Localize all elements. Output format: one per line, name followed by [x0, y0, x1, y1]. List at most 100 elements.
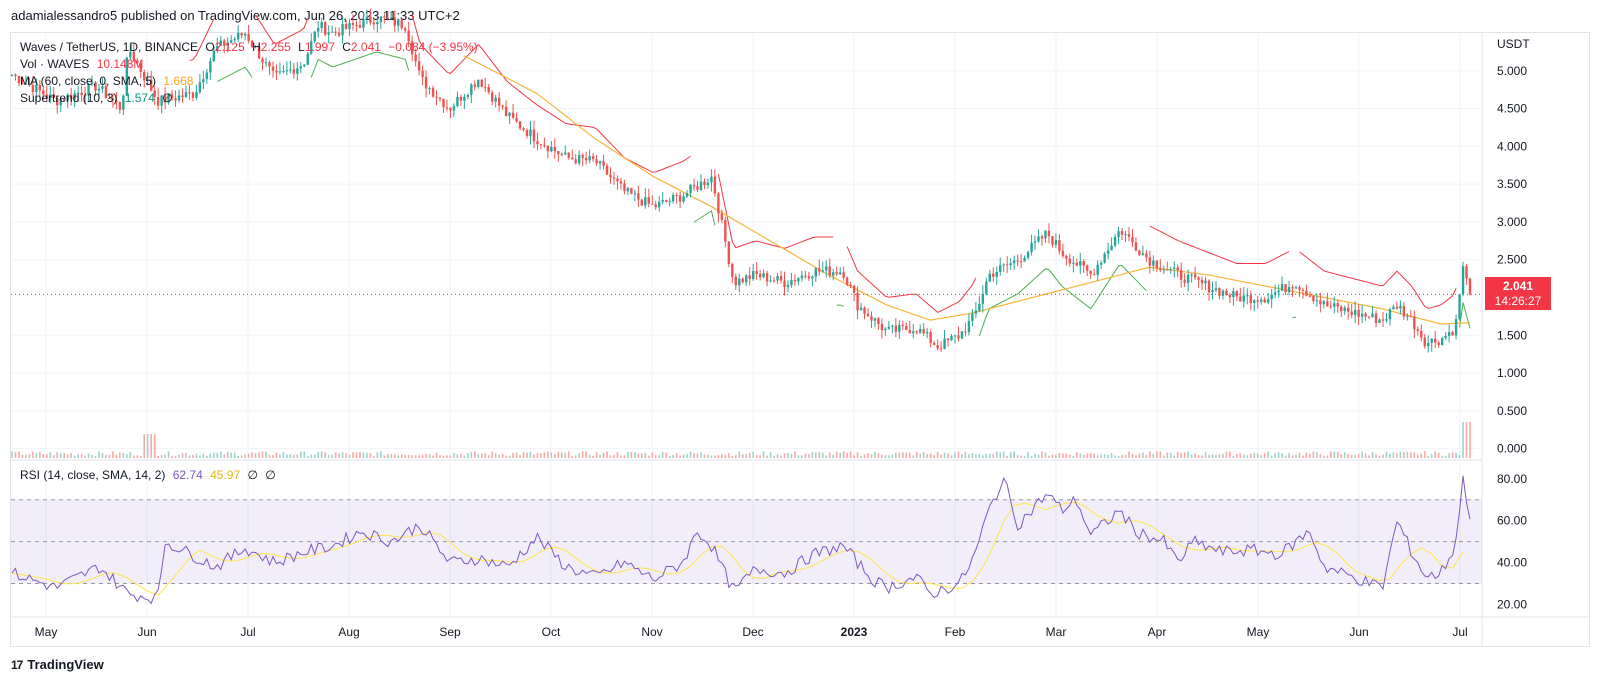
candle — [1465, 263, 1468, 285]
volume-bar — [905, 452, 908, 458]
tradingview-brand[interactable]: 17 TradingView — [11, 657, 104, 672]
candle — [529, 121, 532, 145]
volume-bar — [209, 453, 212, 458]
candle — [1266, 292, 1270, 305]
candle-body — [1166, 269, 1169, 271]
candle — [647, 188, 650, 208]
candle-body — [348, 22, 351, 29]
candle — [932, 340, 936, 346]
volume-bar — [418, 455, 420, 458]
candle — [1444, 331, 1447, 340]
volume-bar — [1218, 454, 1221, 458]
candle — [811, 275, 814, 287]
candle — [891, 324, 894, 334]
candle-body — [268, 62, 271, 67]
volume-bar — [1152, 453, 1155, 458]
candle-body — [571, 157, 574, 160]
legend-o-label: O — [205, 40, 215, 54]
candle-body — [230, 40, 233, 43]
candle-body — [275, 70, 278, 73]
volume-bar — [877, 453, 880, 458]
volume-bar — [919, 453, 922, 458]
candle — [1186, 269, 1190, 292]
candle — [362, 12, 365, 32]
volume-bar — [143, 434, 146, 458]
volume-bar — [397, 455, 400, 458]
volume-bar — [630, 452, 633, 458]
candle-body — [1054, 240, 1058, 245]
volume-bar — [512, 452, 514, 458]
candle — [35, 78, 38, 101]
candle-body — [1468, 278, 1472, 295]
candle — [10, 74, 14, 77]
candle-body — [532, 129, 536, 142]
candle-body — [825, 266, 828, 271]
volume-bar — [1117, 455, 1120, 458]
supertrend-up-line — [310, 51, 410, 78]
volume-bar — [1330, 451, 1332, 458]
candle — [351, 14, 355, 31]
candle-body — [932, 342, 936, 346]
volume-bar — [484, 452, 487, 458]
volume-bar — [1246, 455, 1249, 458]
candle-body — [101, 86, 104, 89]
candle — [953, 334, 957, 344]
volume-bar — [1413, 452, 1416, 458]
candle — [376, 14, 379, 33]
candle — [699, 174, 703, 191]
candle — [310, 33, 313, 55]
candle-body — [1312, 295, 1315, 302]
candle-body — [236, 32, 240, 40]
candle — [894, 318, 898, 338]
volume-bar — [153, 434, 156, 458]
volume-bar — [658, 455, 661, 458]
candle-body — [543, 144, 546, 146]
volume-bar — [728, 453, 730, 458]
candle-body — [1075, 262, 1078, 266]
candle-body — [689, 184, 692, 194]
candle-body — [755, 271, 758, 274]
candle — [783, 271, 786, 296]
volume-bar — [1072, 455, 1075, 458]
volume-bar — [122, 452, 125, 458]
candle — [758, 269, 762, 281]
price-tick-label: 0.500 — [1497, 404, 1527, 418]
candle — [1117, 226, 1120, 245]
candle — [602, 154, 605, 170]
candle — [612, 171, 616, 185]
candle-body — [912, 331, 915, 334]
volume-bar — [467, 453, 469, 458]
supertrend-down-line — [189, 18, 215, 61]
candle — [76, 86, 80, 96]
chart-canvas[interactable]: USDT 5.000 4.500 4.000 3.500 3.000 2.500 1.500 1… — [0, 0, 1600, 650]
candle — [1207, 279, 1211, 301]
volume-bar — [1274, 452, 1276, 458]
volume-bar — [1336, 452, 1339, 458]
volume-bar — [348, 454, 351, 458]
candle-body — [800, 275, 804, 279]
volume-bar — [1225, 451, 1228, 458]
volume-bar — [1121, 454, 1123, 458]
candle — [501, 104, 504, 110]
volume-bar — [808, 454, 810, 458]
candle-body — [1072, 262, 1075, 264]
volume-bar — [1089, 452, 1092, 458]
chart-frame[interactable] — [10, 32, 1590, 647]
rsi-line — [11, 475, 1471, 605]
candle — [901, 321, 905, 331]
candle-body — [960, 331, 964, 339]
candle — [355, 20, 358, 32]
candle-body — [1249, 295, 1252, 304]
legend-st-label: Supertrend (10, 3) — [20, 91, 118, 105]
volume-bar — [56, 452, 59, 458]
volume-bar — [571, 455, 574, 458]
candle-body — [1353, 309, 1357, 316]
candle — [38, 80, 42, 99]
candle — [661, 192, 664, 205]
volume-bar — [613, 454, 615, 458]
candle — [1218, 287, 1221, 300]
volume-bar — [376, 452, 379, 458]
candle — [800, 270, 804, 282]
volume-bar — [105, 454, 107, 458]
candle-body — [466, 95, 470, 97]
